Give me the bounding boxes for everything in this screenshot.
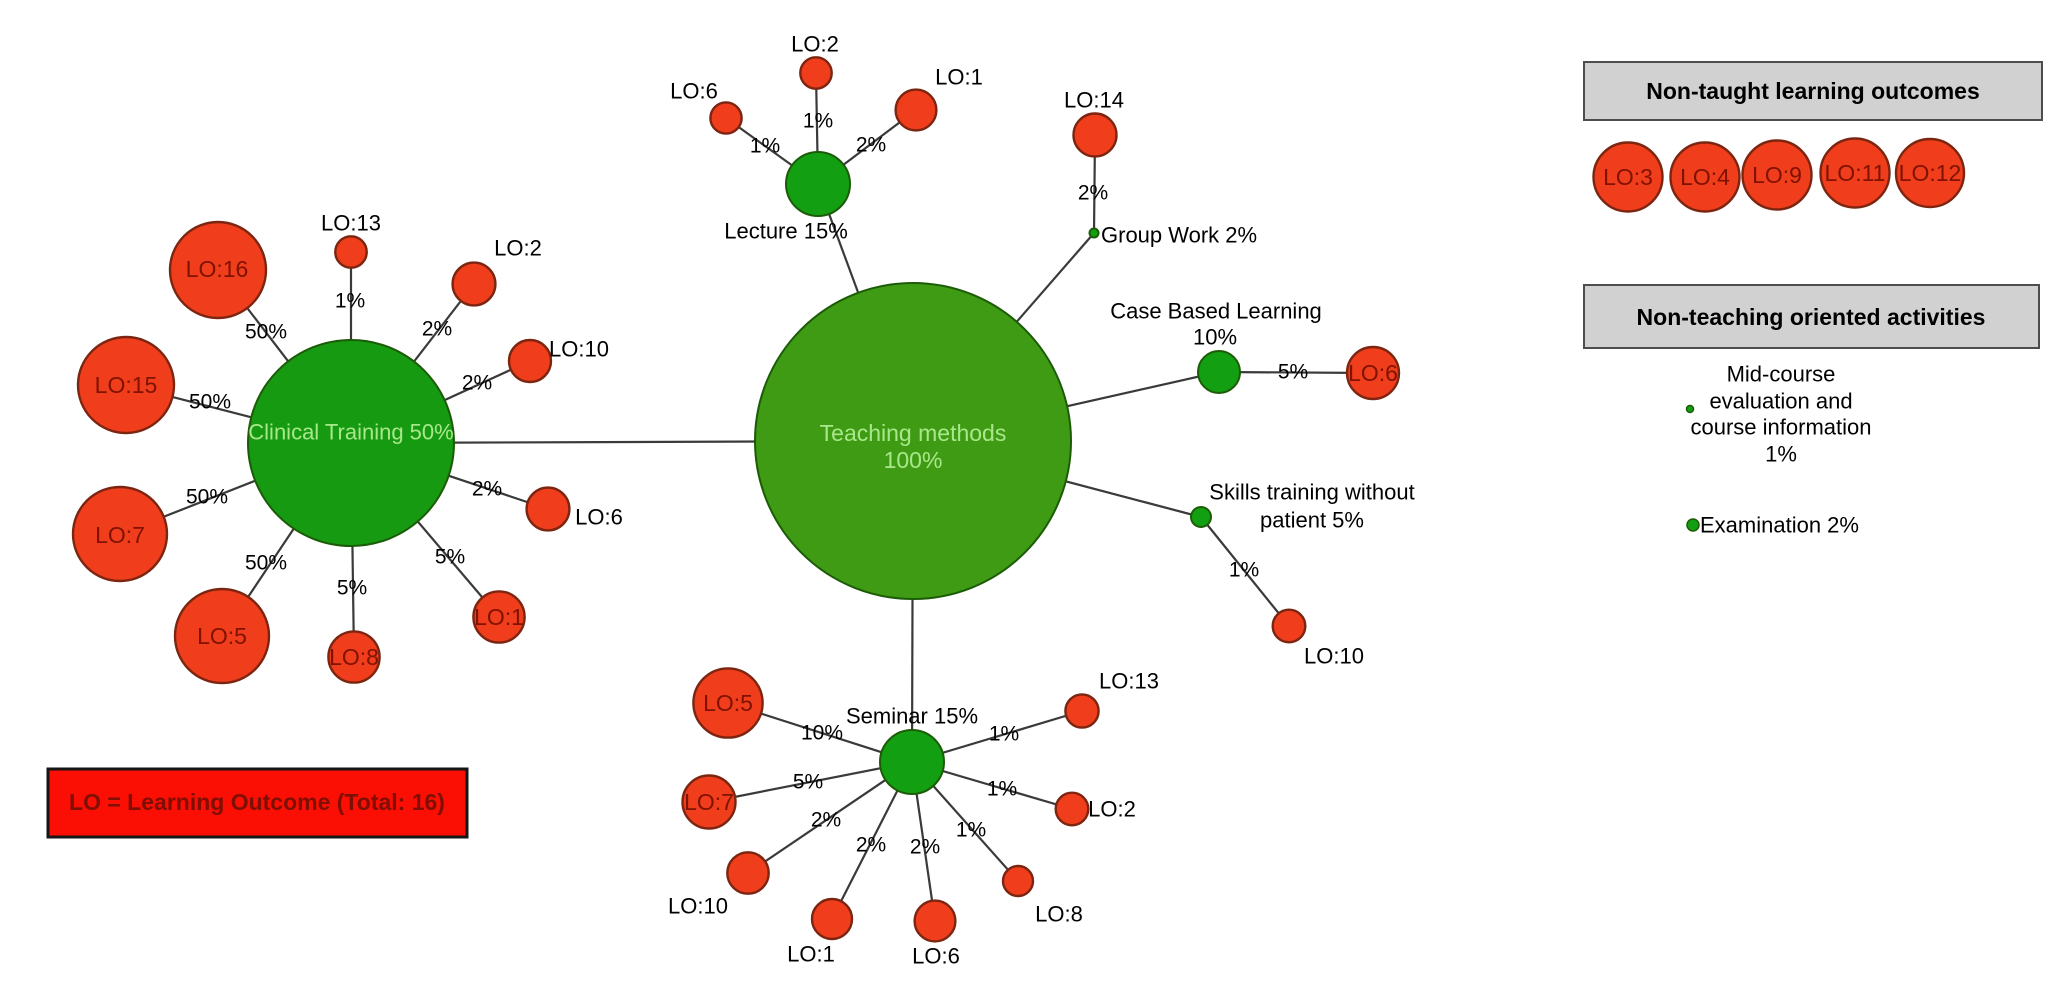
svg-text:evaluation and: evaluation and: [1709, 389, 1852, 414]
svg-text:Case Based Learning: Case Based Learning: [1110, 299, 1322, 324]
svg-text:LO:10: LO:10: [1304, 644, 1364, 669]
svg-text:LO:16: LO:16: [186, 256, 249, 282]
svg-text:LO:13: LO:13: [321, 211, 381, 236]
svg-text:LO:8: LO:8: [1035, 902, 1083, 927]
svg-text:LO:6: LO:6: [1348, 360, 1398, 386]
svg-text:5%: 5%: [337, 577, 367, 600]
svg-text:LO:1: LO:1: [474, 604, 524, 630]
svg-text:5%: 5%: [435, 546, 465, 569]
svg-text:LO = Learning Outcome (Total:: LO = Learning Outcome (Total: 16): [69, 789, 445, 815]
svg-text:1%: 1%: [1765, 442, 1797, 467]
svg-text:50%: 50%: [186, 486, 228, 509]
svg-text:Non-teaching oriented activiti: Non-teaching oriented activities: [1637, 304, 1986, 330]
svg-text:10%: 10%: [1193, 325, 1237, 350]
svg-text:2%: 2%: [472, 478, 502, 501]
svg-text:LO:4: LO:4: [1680, 164, 1730, 190]
svg-text:Non-taught learning outcomes: Non-taught learning outcomes: [1646, 78, 1980, 104]
svg-text:LO:6: LO:6: [670, 79, 718, 104]
svg-text:LO:10: LO:10: [549, 337, 609, 362]
svg-text:LO:12: LO:12: [1899, 160, 1962, 186]
svg-text:LO:7: LO:7: [95, 522, 145, 548]
svg-text:50%: 50%: [245, 321, 287, 344]
svg-text:1%: 1%: [335, 290, 365, 313]
svg-text:LO:2: LO:2: [494, 236, 542, 261]
svg-text:Examination 2%: Examination 2%: [1700, 513, 1859, 538]
svg-text:1%: 1%: [987, 778, 1017, 801]
svg-text:Seminar 15%: Seminar 15%: [846, 704, 978, 729]
svg-text:Skills training without: Skills training without: [1209, 480, 1414, 505]
svg-text:LO:2: LO:2: [1088, 797, 1136, 822]
svg-text:2%: 2%: [856, 834, 886, 857]
svg-text:LO:9: LO:9: [1752, 162, 1802, 188]
svg-text:LO:13: LO:13: [1099, 669, 1159, 694]
svg-text:Lecture 15%: Lecture 15%: [724, 219, 848, 244]
svg-text:1%: 1%: [956, 819, 986, 842]
svg-text:2%: 2%: [910, 836, 940, 859]
svg-text:2%: 2%: [1078, 182, 1108, 205]
svg-text:LO:11: LO:11: [1825, 160, 1886, 186]
svg-text:LO:6: LO:6: [575, 505, 623, 530]
svg-text:LO:6: LO:6: [912, 944, 960, 969]
svg-text:5%: 5%: [793, 771, 823, 794]
svg-text:course information: course information: [1691, 415, 1872, 440]
svg-text:5%: 5%: [1278, 361, 1308, 384]
svg-text:2%: 2%: [811, 809, 841, 832]
svg-text:1%: 1%: [803, 110, 833, 133]
svg-text:LO:5: LO:5: [703, 690, 753, 716]
svg-text:1%: 1%: [750, 135, 780, 158]
svg-text:LO:15: LO:15: [95, 372, 158, 398]
svg-text:LO:2: LO:2: [791, 32, 839, 57]
svg-text:LO:1: LO:1: [787, 942, 835, 967]
svg-text:10%: 10%: [801, 722, 843, 745]
svg-text:50%: 50%: [245, 552, 287, 575]
svg-text:100%: 100%: [884, 447, 943, 473]
svg-text:Mid-course: Mid-course: [1727, 362, 1836, 387]
svg-text:2%: 2%: [856, 134, 886, 157]
svg-text:LO:1: LO:1: [935, 65, 983, 90]
svg-text:2%: 2%: [422, 318, 452, 341]
svg-text:Clinical Training 50%: Clinical Training 50%: [248, 420, 453, 445]
svg-text:2%: 2%: [462, 372, 492, 395]
svg-text:LO:8: LO:8: [329, 644, 379, 670]
svg-text:LO:7: LO:7: [684, 789, 734, 815]
svg-text:1%: 1%: [1229, 559, 1259, 582]
svg-text:1%: 1%: [989, 723, 1019, 746]
svg-text:50%: 50%: [189, 391, 231, 414]
svg-text:LO:3: LO:3: [1603, 164, 1653, 190]
svg-text:Group Work 2%: Group Work 2%: [1101, 223, 1257, 248]
svg-text:Teaching methods: Teaching methods: [820, 420, 1007, 446]
svg-text:LO:5: LO:5: [197, 623, 247, 649]
svg-text:LO:10: LO:10: [668, 894, 728, 919]
svg-text:LO:14: LO:14: [1064, 88, 1124, 113]
svg-text:patient 5%: patient 5%: [1260, 508, 1364, 533]
